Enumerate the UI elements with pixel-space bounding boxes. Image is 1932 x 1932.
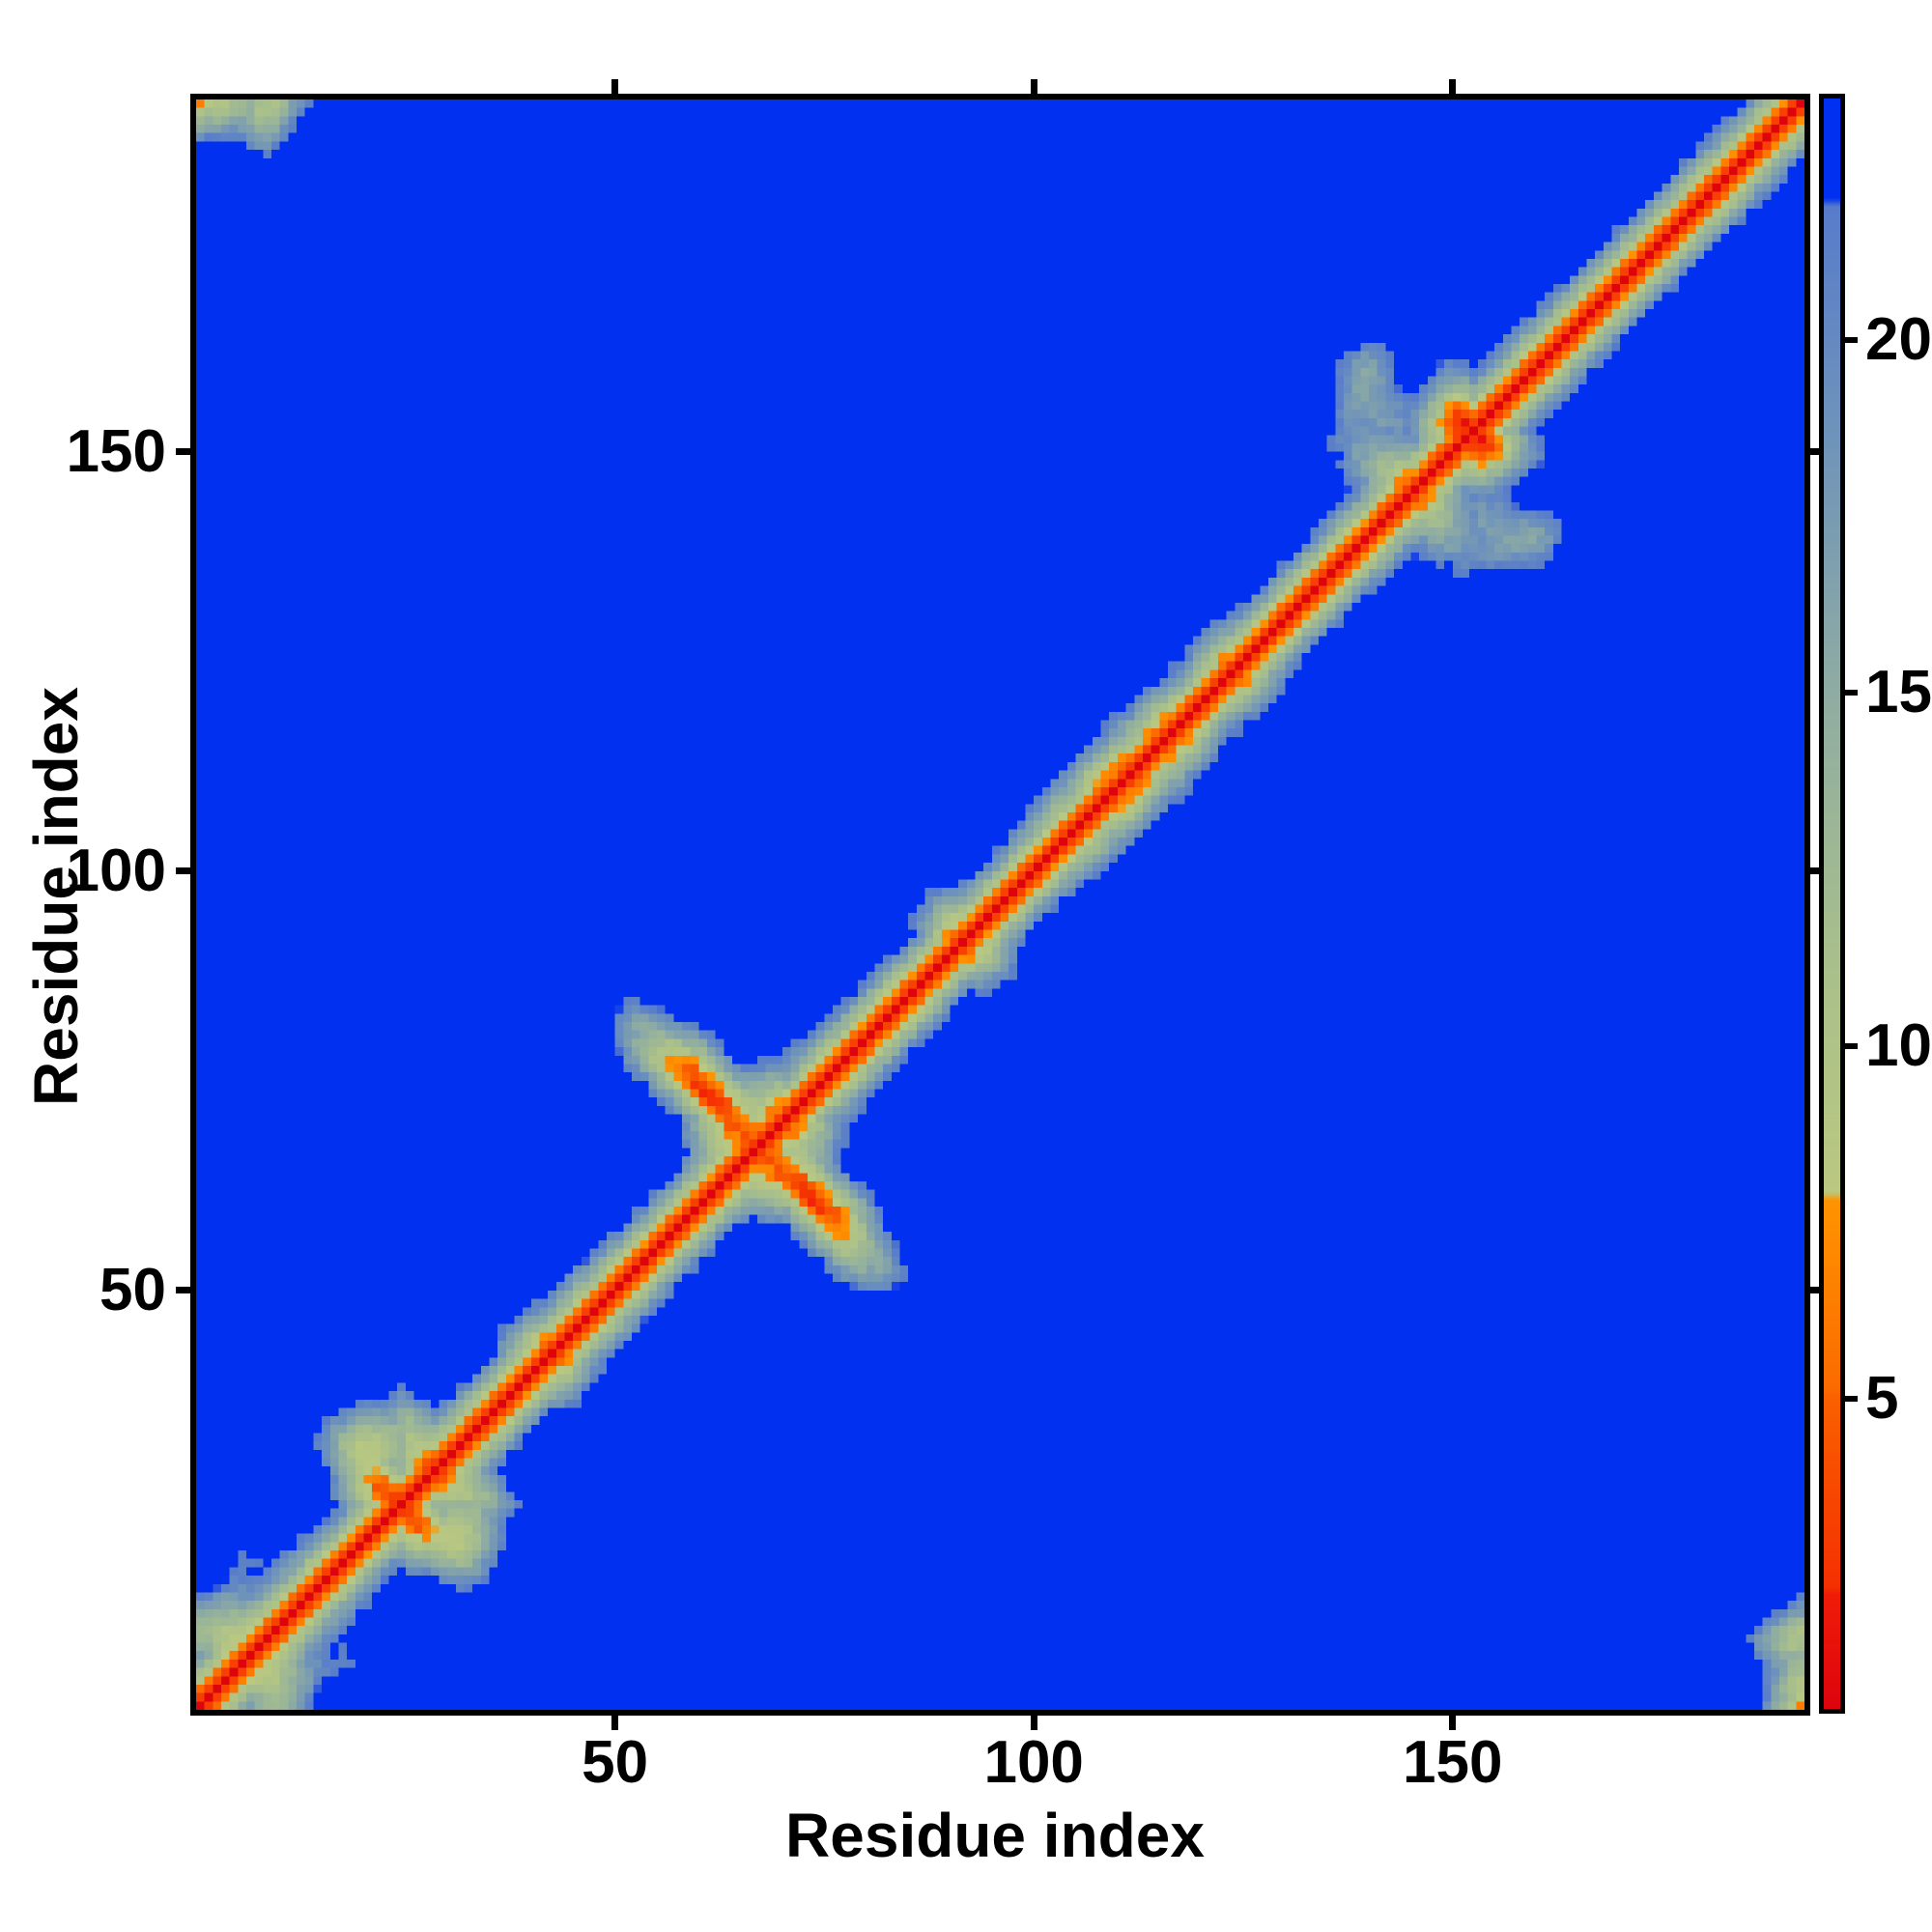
x-tick-mark — [1030, 1716, 1037, 1730]
colorbar — [1819, 94, 1845, 1714]
heatmap-plot-area — [190, 94, 1810, 1716]
x-tick-mark — [1030, 79, 1037, 94]
x-tick-label: 100 — [983, 1729, 1084, 1796]
heatmap-canvas — [196, 99, 1804, 1710]
colorbar-gradient — [1824, 99, 1840, 1709]
colorbar-tick-mark — [1845, 1396, 1858, 1403]
x-tick-mark — [1449, 79, 1457, 94]
colorbar-tick-mark — [1845, 1042, 1858, 1049]
colorbar-tick-label: 20 — [1865, 305, 1932, 373]
y-tick-mark — [176, 867, 190, 875]
colorbar-tick-mark — [1845, 690, 1858, 696]
x-tick-mark — [611, 1716, 619, 1730]
colorbar-tick-mark — [1845, 336, 1858, 343]
x-tick-label: 50 — [582, 1729, 649, 1796]
y-tick-mark — [1810, 1287, 1825, 1294]
y-tick-mark — [176, 1287, 190, 1294]
x-tick-mark — [1449, 1716, 1457, 1730]
x-tick-mark — [611, 79, 619, 94]
x-tick-label: 150 — [1403, 1729, 1503, 1796]
colorbar-tick-label: 15 — [1865, 659, 1932, 726]
x-axis-title: Residue index — [785, 1801, 1205, 1870]
y-axis-title: Residue index — [21, 687, 91, 1106]
y-tick-mark — [1810, 448, 1825, 456]
y-tick-label: 50 — [99, 1256, 166, 1323]
y-tick-mark — [1810, 867, 1825, 875]
y-tick-label: 100 — [66, 837, 166, 904]
y-tick-mark — [176, 448, 190, 456]
y-tick-label: 150 — [66, 417, 166, 485]
colorbar-tick-label: 5 — [1865, 1365, 1899, 1433]
colorbar-tick-label: 10 — [1865, 1011, 1932, 1079]
